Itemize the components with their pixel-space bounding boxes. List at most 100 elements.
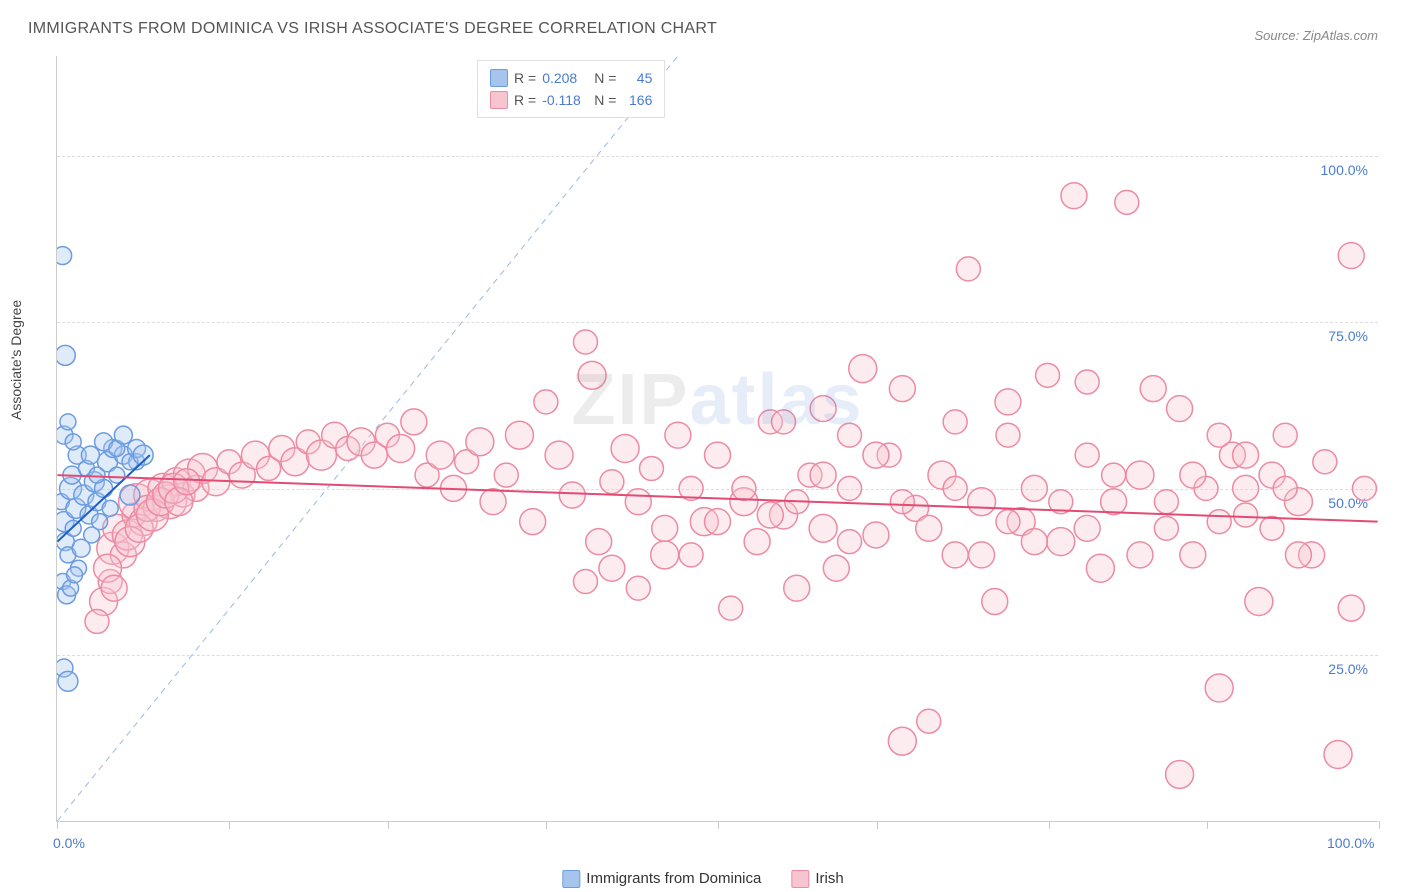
legend-stats-row-b: R = -0.118 N = 166 — [490, 89, 652, 111]
bubble-irish — [559, 482, 585, 508]
bubble-irish — [652, 515, 678, 541]
r-value-a: 0.208 — [542, 70, 588, 86]
y-axis-label: Associate's Degree — [8, 300, 24, 420]
x-tick — [229, 821, 230, 829]
bubble-irish — [494, 463, 518, 487]
bubble-irish — [838, 423, 862, 447]
bubble-irish — [772, 410, 796, 434]
legend-item-b: Irish — [791, 870, 843, 888]
bubble-irish — [757, 502, 783, 528]
bubble-irish — [888, 727, 916, 755]
bubble-irish — [1313, 450, 1337, 474]
bubble-irish — [651, 541, 679, 569]
bubble-irish — [744, 529, 770, 555]
legend-bottom: Immigrants from Dominica Irish — [562, 870, 843, 888]
bubble-irish — [611, 434, 639, 462]
bubble-dominica — [58, 671, 78, 691]
bubble-irish — [705, 442, 731, 468]
x-tick — [388, 821, 389, 829]
bubble-irish — [1047, 528, 1075, 556]
bubble-irish — [1126, 461, 1154, 489]
r-value-b: -0.118 — [542, 92, 588, 108]
bubble-irish — [823, 555, 849, 581]
bubble-irish — [174, 469, 200, 495]
bubble-irish — [705, 509, 731, 535]
bubble-irish — [1233, 442, 1259, 468]
x-tick — [1049, 821, 1050, 829]
bubble-irish — [1102, 463, 1126, 487]
bubble-irish — [942, 542, 968, 568]
bubble-irish — [1167, 396, 1193, 422]
bubble-irish — [1324, 740, 1352, 768]
bubble-irish — [1115, 190, 1139, 214]
bubble-dominica — [89, 467, 105, 483]
bubble-irish — [1338, 243, 1364, 269]
bubble-irish — [784, 575, 810, 601]
n-label-a: N = — [594, 70, 616, 86]
bubble-irish — [625, 489, 651, 515]
bubble-irish — [1285, 542, 1311, 568]
chart-title: IMMIGRANTS FROM DOMINICA VS IRISH ASSOCI… — [28, 20, 717, 38]
bubble-irish — [719, 596, 743, 620]
x-tick — [546, 821, 547, 829]
bubble-irish — [916, 515, 942, 541]
legend-stats-row-a: R = 0.208 N = 45 — [490, 67, 652, 89]
bubble-irish — [1234, 503, 1258, 527]
bubble-irish — [586, 529, 612, 555]
legend-item-a: Immigrants from Dominica — [562, 870, 761, 888]
bubble-irish — [1205, 674, 1233, 702]
bubble-irish — [943, 476, 967, 500]
bubble-irish — [1273, 423, 1297, 447]
legend-swatch-b — [490, 91, 508, 109]
legend-swatch-bottom-a — [562, 870, 580, 888]
x-tick — [718, 821, 719, 829]
bubble-irish — [1352, 476, 1376, 500]
bubble-irish — [679, 543, 703, 567]
bubble-irish — [1086, 554, 1114, 582]
bubble-irish — [534, 390, 558, 414]
bubble-irish — [573, 570, 597, 594]
bubble-irish — [917, 709, 941, 733]
bubble-irish — [838, 476, 862, 500]
bubble-irish — [1075, 370, 1099, 394]
bubble-irish — [505, 421, 533, 449]
bubble-irish — [665, 422, 691, 448]
bubble-irish — [969, 542, 995, 568]
legend-label-b: Irish — [815, 870, 843, 887]
bubble-irish — [520, 509, 546, 535]
bubble-dominica — [120, 485, 140, 505]
bubble-irish — [85, 609, 109, 633]
bubble-irish — [863, 442, 889, 468]
bubble-irish — [996, 510, 1020, 534]
bubble-irish — [573, 330, 597, 354]
bubble-irish — [1021, 529, 1047, 555]
bubble-irish — [1233, 475, 1259, 501]
bubble-dominica — [57, 345, 75, 365]
x-tick-label: 0.0% — [53, 835, 85, 851]
bubble-irish — [599, 555, 625, 581]
bubble-irish — [732, 476, 756, 500]
bubble-irish — [1245, 587, 1273, 615]
bubble-irish — [1260, 516, 1284, 540]
bubble-irish — [849, 355, 877, 383]
bubble-irish — [838, 530, 862, 554]
bubble-irish — [968, 488, 996, 516]
bubble-irish — [1273, 476, 1297, 500]
bubble-irish — [626, 576, 650, 600]
bubble-irish — [578, 361, 606, 389]
bubble-irish — [466, 428, 494, 456]
bubble-dominica — [57, 247, 72, 265]
bubble-dominica — [92, 514, 108, 530]
bubble-irish — [101, 575, 127, 601]
x-tick — [877, 821, 878, 829]
bubble-irish — [1338, 595, 1364, 621]
bubble-dominica — [60, 414, 76, 430]
bubble-irish — [1036, 363, 1060, 387]
plot-area: ZIPatlas R = 0.208 N = 45 R = -0.118 N =… — [56, 56, 1378, 822]
x-tick — [1379, 821, 1380, 829]
bubble-irish — [982, 588, 1008, 614]
bubble-dominica — [81, 446, 99, 464]
r-label-b: R = — [514, 92, 536, 108]
source-attribution: Source: ZipAtlas.com — [1254, 28, 1378, 43]
bubble-irish — [1140, 376, 1166, 402]
